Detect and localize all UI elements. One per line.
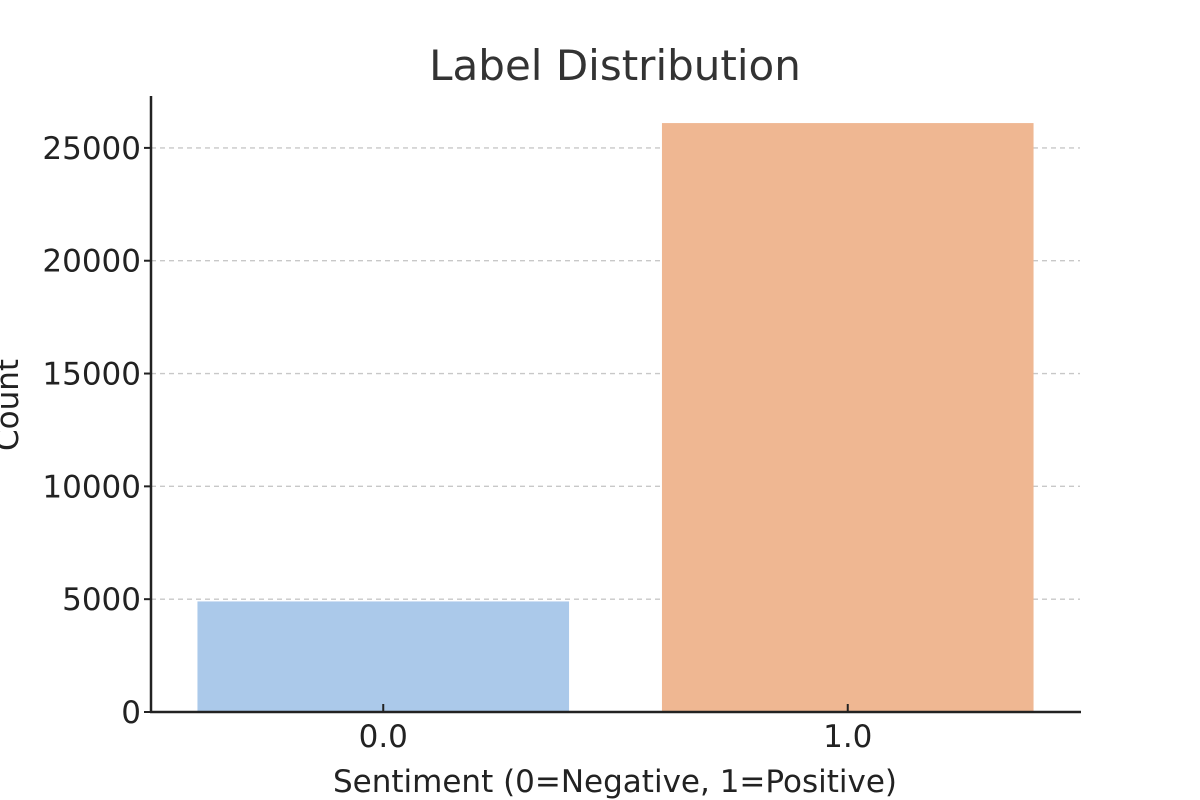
y-ticks: 0 5000 10000 15000 20000 25000	[42, 131, 151, 731]
y-tick-label-0: 0	[121, 695, 141, 731]
y-tick-label-1: 5000	[62, 582, 141, 618]
x-tick-label-1: 1.0	[823, 719, 872, 755]
y-tick-label-3: 15000	[42, 357, 141, 393]
x-axis-label: Sentiment (0=Negative, 1=Positive)	[333, 764, 897, 800]
bars	[197, 123, 1034, 713]
y-tick-label-5: 25000	[42, 131, 141, 167]
x-ticks: 0.0 1.0	[359, 704, 872, 755]
y-axis-label: Count	[0, 359, 26, 451]
y-tick-label-4: 20000	[42, 244, 141, 280]
x-tick-label-0: 0.0	[359, 719, 408, 755]
bar-0-0	[197, 601, 570, 712]
y-tick-label-2: 10000	[42, 469, 141, 505]
bar-1-0	[661, 123, 1034, 713]
axes	[149, 96, 1081, 714]
chart-title: Label Distribution	[429, 41, 801, 90]
